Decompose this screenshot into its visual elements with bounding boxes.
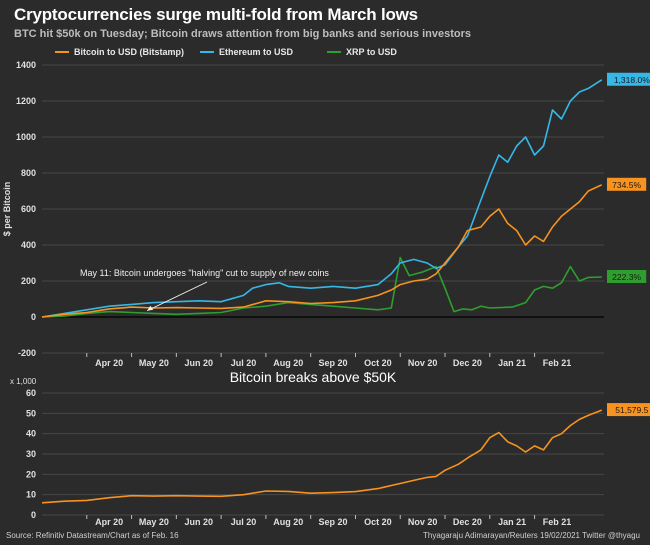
end-label-box-xrp <box>607 269 647 283</box>
x-tick-label: Nov 20 <box>408 517 438 527</box>
y-tick-label: 0 <box>31 312 36 322</box>
end-label-box-bitcoin <box>607 177 647 191</box>
legend-swatch-bitcoin <box>55 51 69 53</box>
chart-subtitle: BTC hit $50k on Tuesday; Bitcoin draws a… <box>14 28 471 40</box>
x-tick-label: Dec 20 <box>453 358 482 368</box>
x-tick-label: Apr 20 <box>95 517 123 527</box>
legend-swatch-ethereum <box>200 51 214 53</box>
series-line-xrp <box>41 256 602 318</box>
x-tick-label: Dec 20 <box>453 517 482 527</box>
x-tick-label: Aug 20 <box>273 517 303 527</box>
panel-title-bitcoin: Bitcoin breaks above $50K <box>230 369 397 385</box>
x-tick-label: Sep 20 <box>319 517 348 527</box>
y-tick-label: 50 <box>26 408 36 418</box>
x-tick-label: Sep 20 <box>319 358 348 368</box>
annotation-text: May 11: Bitcoin undergoes "halving" cut … <box>80 268 329 278</box>
annotation-arrow-line <box>147 281 208 312</box>
x-tick-label: Jul 20 <box>231 517 257 527</box>
x-tick-label: Oct 20 <box>364 517 392 527</box>
chart-title: Cryptocurrencies surge multi-fold from M… <box>14 5 418 24</box>
x-tick-label: Jul 20 <box>231 358 257 368</box>
y-tick-label: 400 <box>21 240 36 250</box>
y-tick-label: 60 <box>26 388 36 398</box>
legend-label-bitcoin: Bitcoin to USD (Bitstamp) <box>74 47 184 57</box>
y-axis-label: $ per Bitcoin <box>2 182 12 237</box>
y-tick-label: 800 <box>21 168 36 178</box>
y-tick-label: 20 <box>26 469 36 479</box>
y-tick-label: 1000 <box>16 132 36 142</box>
end-label-box-bitcoin-price <box>607 403 650 417</box>
y-tick-label: 30 <box>26 449 36 459</box>
y-tick-label: 1200 <box>16 96 36 106</box>
x-tick-label: Nov 20 <box>408 358 438 368</box>
end-label-xrp: 222.3% <box>612 272 641 282</box>
y-tick-label: 1400 <box>16 60 36 70</box>
x-tick-label: Oct 20 <box>364 358 392 368</box>
y-axis-unit: x 1,000 <box>10 377 37 386</box>
series-line-bitcoin <box>41 184 603 318</box>
credit-note: Thyagaraju Adimarayan/Reuters 19/02/2021… <box>423 531 640 540</box>
series-line-bitcoin-price <box>41 409 603 504</box>
y-tick-label: 40 <box>26 429 36 439</box>
y-tick-label: 0 <box>31 510 36 520</box>
end-label-box-ethereum <box>607 72 650 86</box>
legend-label-ethereum: Ethereum to USD <box>219 47 294 57</box>
series-line-ethereum <box>41 79 603 318</box>
x-tick-label: Jun 20 <box>184 517 213 527</box>
y-tick-label: 200 <box>21 276 36 286</box>
source-note: Source: Refinitiv Datastream/Chart as of… <box>6 531 179 540</box>
x-tick-label: Feb 21 <box>543 517 572 527</box>
x-tick-label: Aug 20 <box>273 358 303 368</box>
x-tick-label: Jan 21 <box>498 517 526 527</box>
end-label-bitcoin-price: 51,579.5 <box>615 405 648 415</box>
end-label-bitcoin: 734.5% <box>612 180 641 190</box>
x-tick-label: May 20 <box>139 517 169 527</box>
legend-item-xrp: XRP to USD <box>327 45 397 59</box>
x-tick-label: May 20 <box>139 358 169 368</box>
legend-item-bitcoin: Bitcoin to USD (Bitstamp) <box>55 45 184 59</box>
y-tick-label: 10 <box>26 490 36 500</box>
y-tick-label: 600 <box>21 204 36 214</box>
legend-label-xrp: XRP to USD <box>346 47 397 57</box>
y-tick-label: -200 <box>18 348 36 358</box>
x-tick-label: Apr 20 <box>95 358 123 368</box>
x-tick-label: Jun 20 <box>184 358 213 368</box>
legend-item-ethereum: Ethereum to USD <box>200 45 293 59</box>
x-tick-label: Feb 21 <box>543 358 572 368</box>
x-tick-label: Jan 21 <box>498 358 526 368</box>
legend-swatch-xrp <box>327 51 341 53</box>
annotation-arrow-head <box>147 305 154 311</box>
end-label-ethereum: 1,318.0% <box>614 75 650 85</box>
